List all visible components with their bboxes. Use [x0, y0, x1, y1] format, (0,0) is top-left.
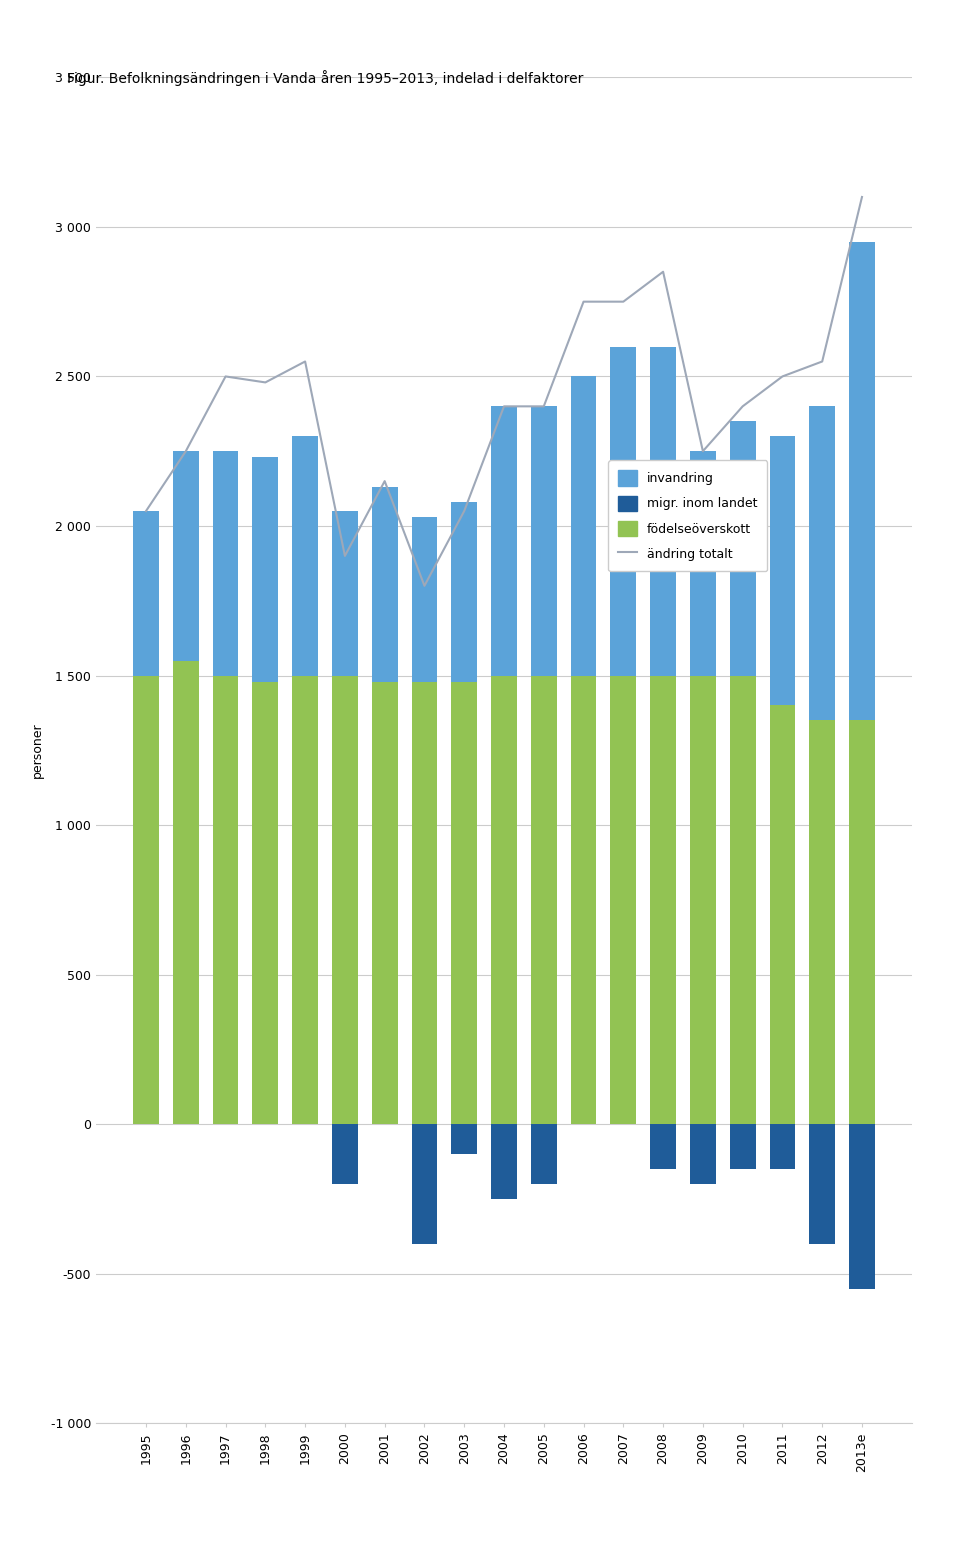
Bar — [531, 407, 557, 676]
Bar — [531, 1125, 557, 1183]
Bar — [570, 676, 596, 1125]
Bar — [133, 511, 159, 676]
Bar — [770, 705, 795, 1125]
Bar — [492, 676, 516, 1125]
Bar — [292, 436, 318, 676]
Bar — [252, 458, 278, 682]
Bar — [611, 676, 636, 1125]
Bar — [690, 452, 716, 676]
Bar — [412, 682, 438, 1125]
Bar — [531, 676, 557, 1125]
Bar — [650, 1125, 676, 1170]
Bar — [451, 1125, 477, 1154]
Bar — [730, 1125, 756, 1170]
Text: Figur. Befolkningsändringen i Vanda åren 1995–2013, indelad i delfaktorer: Figur. Befolkningsändringen i Vanda åren… — [67, 70, 584, 85]
Bar — [809, 1125, 835, 1244]
Bar — [292, 676, 318, 1125]
Bar — [332, 1125, 358, 1183]
Bar — [451, 503, 477, 682]
Bar — [849, 241, 875, 721]
Bar — [492, 407, 516, 676]
Bar — [809, 721, 835, 1125]
Bar — [173, 452, 199, 661]
Bar — [213, 676, 238, 1125]
Bar — [451, 682, 477, 1125]
Bar — [770, 1125, 795, 1170]
Bar — [412, 1125, 438, 1244]
Bar — [730, 421, 756, 676]
Legend: invandring, migr. inom landet, födelseöverskott, ändring totalt: invandring, migr. inom landet, födelseöv… — [609, 461, 767, 571]
Y-axis label: personer: personer — [31, 722, 44, 778]
Bar — [849, 1125, 875, 1289]
Bar — [173, 661, 199, 1125]
Bar — [690, 676, 716, 1125]
Bar — [412, 517, 438, 682]
Bar — [690, 1125, 716, 1183]
Bar — [730, 676, 756, 1125]
Bar — [332, 676, 358, 1125]
Bar — [213, 452, 238, 676]
Bar — [492, 1125, 516, 1199]
Bar — [849, 721, 875, 1125]
Bar — [252, 682, 278, 1125]
Bar — [650, 347, 676, 676]
Bar — [570, 376, 596, 676]
Bar — [770, 436, 795, 705]
Bar — [809, 407, 835, 721]
Bar — [133, 676, 159, 1125]
Bar — [372, 487, 397, 682]
Bar — [332, 511, 358, 676]
Bar — [372, 682, 397, 1125]
Bar — [650, 676, 676, 1125]
Bar — [611, 347, 636, 676]
